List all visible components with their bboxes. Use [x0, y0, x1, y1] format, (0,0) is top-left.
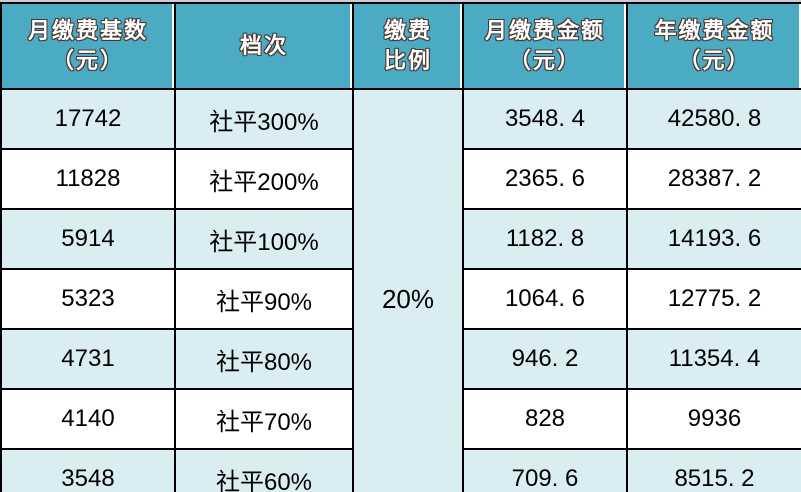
col-header-annual-amount-line1: 年缴费金额 — [654, 18, 775, 44]
col-header-monthly-base: 月缴费基数 （元） — [0, 2, 176, 90]
col-header-tier: 档次 — [174, 2, 354, 90]
cell-tier: 社平60% — [174, 448, 354, 492]
cell-monthly: 828 — [462, 388, 628, 450]
cell-tier: 社平90% — [174, 268, 354, 330]
cell-monthly: 709. 6 — [462, 448, 628, 492]
col-header-monthly-amount-line2: （元） — [508, 48, 581, 73]
col-header-monthly-base-line1: 月缴费基数 — [27, 18, 148, 44]
cell-base: 17742 — [0, 88, 176, 150]
top-edge-strip — [0, 0, 801, 2]
col-header-ratio-line2: 比例 — [383, 48, 432, 73]
table-body: 17742 社平300% 20% 3548. 4 42580. 8 11828 … — [0, 88, 801, 492]
cell-annual: 14193. 6 — [626, 208, 801, 270]
table-row: 5914 社平100% 1182. 8 14193. 6 — [0, 208, 801, 270]
cell-monthly: 1182. 8 — [462, 208, 628, 270]
cell-base: 11828 — [0, 148, 176, 210]
col-header-monthly-amount: 月缴费金额 （元） — [462, 2, 628, 90]
cell-tier: 社平80% — [174, 328, 354, 390]
table-row: 4731 社平80% 946. 2 11354. 4 — [0, 328, 801, 390]
cell-base: 4140 — [0, 388, 176, 450]
col-header-tier-line1: 档次 — [239, 33, 288, 59]
table-row: 17742 社平300% 20% 3548. 4 42580. 8 — [0, 88, 801, 492]
col-header-annual-amount: 年缴费金额 （元） — [626, 2, 801, 90]
cell-annual: 11354. 4 — [626, 328, 801, 390]
col-header-monthly-amount-line1: 月缴费金额 — [484, 18, 605, 44]
col-header-monthly-base-line2: （元） — [51, 48, 124, 73]
cell-monthly: 1064. 6 — [462, 268, 628, 330]
cell-tier: 社平200% — [174, 148, 354, 210]
col-header-ratio-line1: 缴费 — [383, 18, 432, 44]
table-row: 4140 社平70% 828 9936 — [0, 388, 801, 450]
cell-tier: 社平300% — [174, 88, 354, 150]
table-row: 11828 社平200% 2365. 6 28387. 2 — [0, 148, 801, 210]
cell-monthly: 946. 2 — [462, 328, 628, 390]
cell-base: 5914 — [0, 208, 176, 270]
cell-base: 3548 — [0, 448, 176, 492]
cell-annual: 28387. 2 — [626, 148, 801, 210]
cell-base: 5323 — [0, 268, 176, 330]
table-row: 3548 社平60% 709. 6 8515. 2 — [0, 448, 801, 492]
cell-annual: 9936 — [626, 388, 801, 450]
col-header-ratio: 缴费 比例 — [352, 2, 464, 90]
cell-annual: 12775. 2 — [626, 268, 801, 330]
table-row: 5323 社平90% 1064. 6 12775. 2 — [0, 268, 801, 330]
cell-monthly: 2365. 6 — [462, 148, 628, 210]
cell-ratio-merged: 20% — [352, 88, 464, 492]
cell-annual: 42580. 8 — [626, 88, 801, 150]
cell-tier: 社平70% — [174, 388, 354, 450]
cell-annual: 8515. 2 — [626, 448, 801, 492]
cell-tier: 社平100% — [174, 208, 354, 270]
cell-base: 4731 — [0, 328, 176, 390]
table-header-row: 月缴费基数 （元） 档次 缴费 比例 月缴费金额 （元） 年缴费金额 （元） — [0, 2, 801, 90]
col-header-annual-amount-line2: （元） — [678, 48, 751, 73]
cell-monthly: 3548. 4 — [462, 88, 628, 150]
